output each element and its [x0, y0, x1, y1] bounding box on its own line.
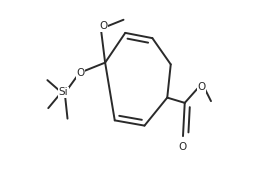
Text: O: O [197, 82, 205, 92]
Text: O: O [179, 142, 187, 152]
Text: O: O [76, 68, 85, 78]
Text: O: O [99, 21, 107, 31]
Text: Si: Si [58, 87, 68, 97]
